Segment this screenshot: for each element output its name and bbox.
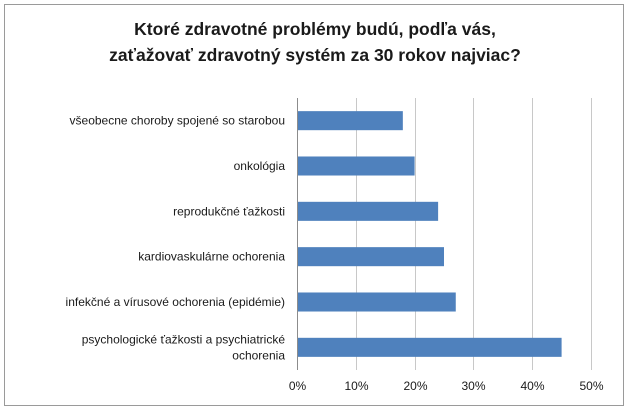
- chart-title-line: Ktoré zdravotné problémy budú, podľa vás…: [134, 19, 496, 39]
- x-tick-label: 10%: [344, 379, 368, 393]
- x-tick-label: 0%: [289, 379, 307, 393]
- x-tick-label: 50%: [579, 379, 603, 393]
- category-label: onkológia: [234, 159, 286, 173]
- category-label: psychologické ťažkosti a psychiatrické: [82, 332, 286, 346]
- category-label: ochorenia: [232, 348, 285, 362]
- bar: [298, 337, 562, 357]
- x-tick-label: 30%: [461, 379, 485, 393]
- gridlines: [356, 98, 592, 370]
- bar: [298, 111, 403, 131]
- x-tick-labels: 0% 10% 20% 30% 40% 50%: [289, 379, 604, 393]
- chart-svg: Ktoré zdravotné problémy budú, podľa vás…: [66, 19, 604, 393]
- chart-title-line: zaťažovať zdravotný systém za 30 rokov n…: [109, 45, 521, 65]
- category-label: všeobecne choroby spojené so starobou: [70, 114, 285, 128]
- x-tick-label: 20%: [403, 379, 427, 393]
- chart-title: Ktoré zdravotné problémy budú, podľa vás…: [109, 19, 521, 65]
- bar: [298, 201, 439, 221]
- bar: [298, 156, 415, 176]
- category-label: kardiovaskulárne ochorenia: [138, 250, 285, 264]
- chart-frame: Ktoré zdravotné problémy budú, podľa vás…: [4, 4, 624, 406]
- x-tick-label: 40%: [520, 379, 544, 393]
- bar: [298, 292, 456, 312]
- bars: [298, 111, 562, 357]
- category-label: reprodukčné ťažkosti: [173, 204, 285, 218]
- bar: [298, 247, 444, 267]
- category-labels: všeobecne choroby spojené so starobou onk…: [66, 114, 286, 363]
- category-label: infekčné a vírusové ochorenia (epidémie): [66, 295, 285, 309]
